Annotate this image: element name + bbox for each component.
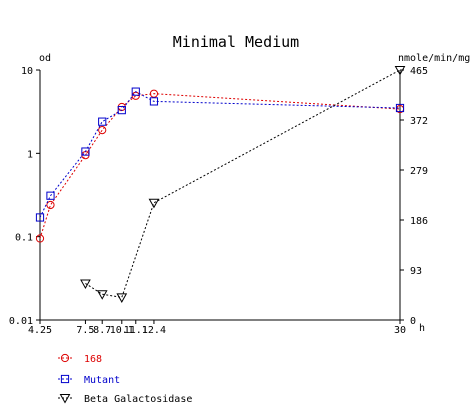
data-point — [149, 89, 159, 98]
legend: 168 Mutant Beta Galactosidase — [58, 353, 192, 405]
x-tick-label: 4.25 — [28, 325, 52, 336]
data-point — [35, 234, 45, 243]
data-point — [131, 87, 140, 96]
data-point — [46, 191, 55, 200]
legend-label: Mutant — [84, 375, 120, 386]
y-left-tick-label: 1 — [27, 149, 33, 160]
legend-marker — [60, 374, 70, 384]
y-left-tick-label: 0.1 — [15, 233, 33, 244]
data-point — [148, 198, 160, 209]
data-point — [80, 279, 91, 289]
series-line — [39, 93, 401, 239]
data-point — [149, 97, 159, 106]
y-right-tick-label: 372 — [410, 116, 428, 127]
chart-title: Minimal Medium — [173, 33, 299, 51]
data-point — [81, 147, 90, 156]
y-left-tick-label: 10 — [21, 66, 33, 77]
data-point — [98, 117, 107, 126]
series-line — [85, 69, 401, 298]
legend-label: Beta Galactosidase — [84, 394, 192, 405]
y-right-tick-label: 279 — [410, 166, 428, 177]
x-tick-label: 30 — [394, 325, 406, 336]
x-tick-label: 11.1 — [124, 325, 148, 336]
x-tick-label: 10.1 — [110, 325, 134, 336]
y-right-tick-label: 465 — [410, 66, 428, 77]
x-tick-label: 7.5 — [76, 325, 94, 336]
data-point — [395, 103, 405, 113]
x-axis-label: h — [419, 323, 425, 334]
legend-marker — [59, 394, 71, 404]
series-line — [39, 90, 401, 218]
legend-label: 168 — [84, 354, 102, 365]
data-point — [96, 290, 108, 300]
y-right-axis-label: nmole/min/mg — [398, 53, 470, 64]
y-right-tick-label: 93 — [410, 266, 422, 277]
data-point — [394, 66, 406, 76]
y-right-tick-label: 186 — [410, 216, 428, 227]
y-left-tick-label: 0.01 — [9, 316, 33, 327]
x-tick-label: 12.4 — [142, 325, 166, 336]
axis-ticks: 4.25 7.58.710.111.112.4 301010.10.01465372… — [9, 66, 428, 336]
legend-marker — [60, 353, 70, 363]
series-layer — [35, 66, 406, 303]
x-tick-label: 8.7 — [93, 325, 111, 336]
data-point — [35, 213, 45, 222]
data-point — [46, 200, 55, 210]
data-point — [117, 106, 126, 115]
data-point — [98, 126, 107, 135]
y-right-tick-label: 0 — [410, 316, 416, 327]
data-point — [116, 293, 128, 303]
y-left-axis-label: od — [39, 53, 51, 64]
